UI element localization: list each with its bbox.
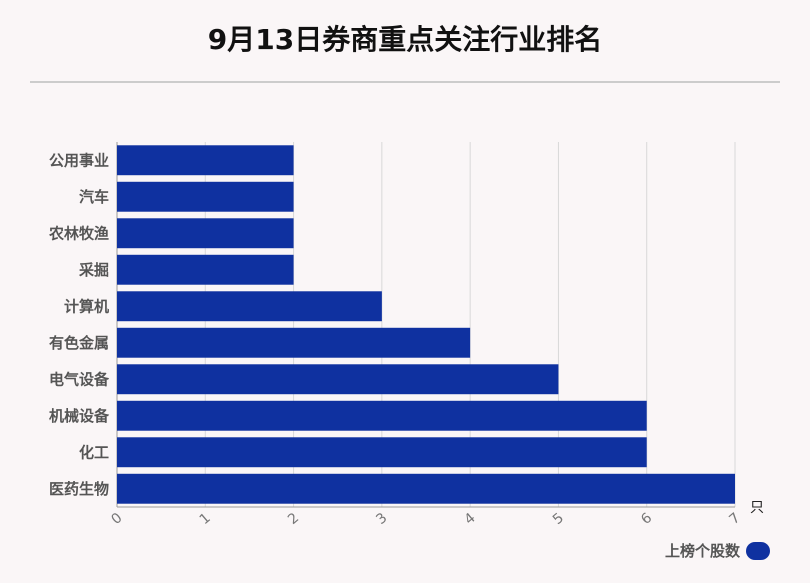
- bar[interactable]: [117, 218, 294, 249]
- category-label: 采掘: [78, 261, 109, 279]
- category-label: 汽车: [79, 188, 109, 206]
- category-label: 化工: [79, 443, 109, 461]
- x-tick-label: 3: [373, 510, 390, 528]
- x-tick-label: 0: [108, 510, 125, 528]
- x-tick-label: 7: [726, 510, 743, 528]
- chart-title: 9月13日券商重点关注行业排名: [207, 23, 603, 56]
- bar[interactable]: [117, 364, 559, 395]
- bar[interactable]: [117, 181, 294, 212]
- x-axis-unit: 只: [750, 500, 764, 516]
- bar[interactable]: [117, 473, 735, 504]
- bar[interactable]: [117, 254, 294, 285]
- legend-label: 上榜个股数: [664, 542, 740, 560]
- title-divider: [30, 81, 780, 83]
- category-label: 电气设备: [49, 370, 110, 388]
- x-tick-label: 2: [285, 510, 302, 528]
- category-label: 有色金属: [49, 334, 109, 352]
- bar[interactable]: [117, 145, 294, 176]
- category-label: 机械设备: [49, 407, 110, 425]
- category-label: 公用事业: [49, 151, 109, 169]
- x-tick-label: 5: [550, 510, 567, 528]
- bar[interactable]: [117, 437, 647, 468]
- x-tick-label: 4: [462, 510, 479, 528]
- category-label: 农林牧渔: [48, 224, 109, 242]
- bar[interactable]: [117, 327, 471, 358]
- category-label: 计算机: [64, 297, 109, 315]
- x-tick-label: 6: [638, 510, 655, 528]
- bar[interactable]: [117, 400, 647, 431]
- category-label: 医药生物: [49, 480, 109, 498]
- legend-swatch[interactable]: [746, 541, 770, 560]
- legend: 上榜个股数: [665, 540, 770, 561]
- x-tick-label: 1: [197, 510, 214, 528]
- bar[interactable]: [117, 291, 382, 322]
